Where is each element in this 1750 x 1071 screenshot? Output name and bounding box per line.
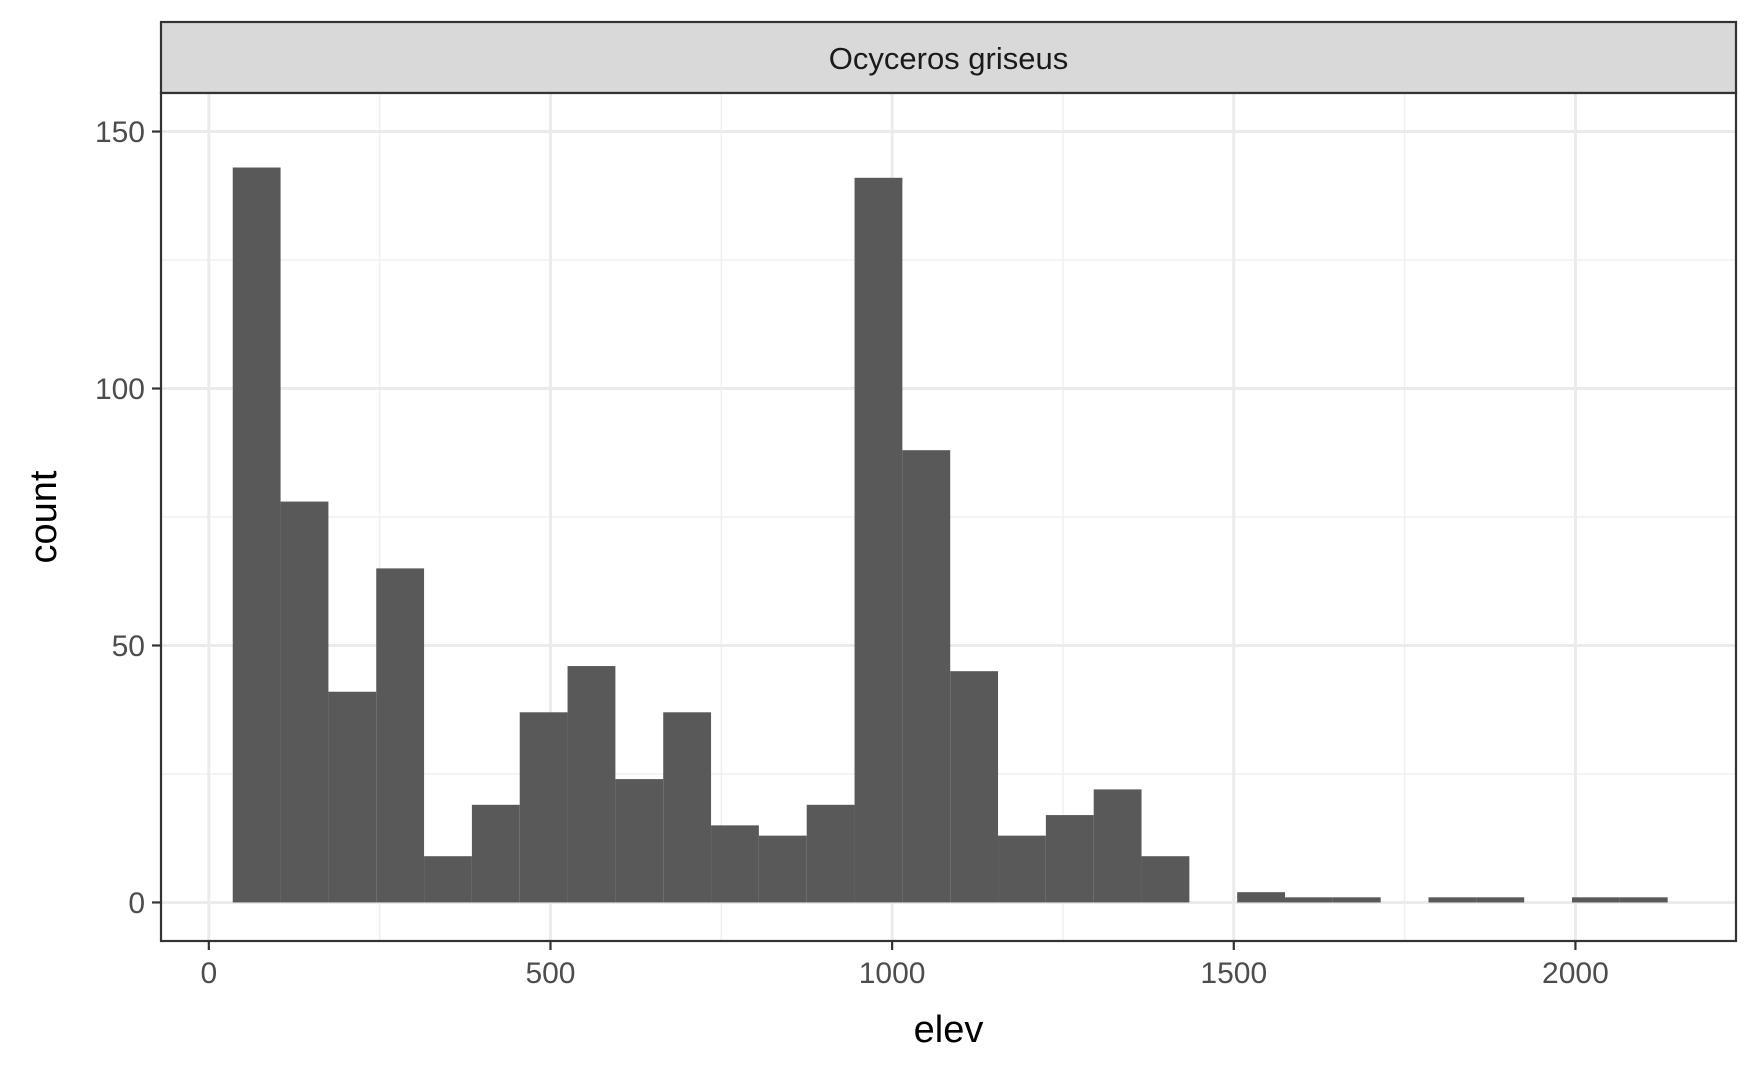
histogram-bar [902, 450, 951, 903]
histogram-bar [1285, 897, 1333, 903]
histogram-bar [711, 825, 759, 903]
histogram-bar [998, 835, 1046, 903]
histogram-bar [806, 804, 855, 903]
facet-strip: Ocyceros griseus [159, 20, 1738, 95]
x-tick-label: 2000 [1542, 957, 1609, 990]
y-tick-label: 0 [128, 887, 145, 920]
histogram-bar [1572, 897, 1620, 903]
histogram-bar [950, 671, 999, 903]
x-tick-label: 1500 [1200, 957, 1267, 990]
histogram-bar [424, 856, 472, 903]
histogram-bar [615, 779, 664, 903]
histogram-bar [376, 568, 425, 903]
y-tick-label: 50 [112, 630, 145, 663]
histogram-bar [1428, 897, 1477, 903]
histogram-bar [1619, 897, 1668, 903]
histogram-bar [758, 835, 807, 903]
y-tick-label: 100 [95, 373, 145, 406]
histogram-bar [1476, 897, 1525, 903]
x-tick-label: 1000 [859, 957, 926, 990]
histogram-bar [471, 804, 520, 903]
y-tick-label: 150 [95, 116, 145, 149]
histogram-bar [280, 501, 329, 903]
x-axis-title: elev [914, 1009, 984, 1051]
histogram-bar [663, 712, 712, 903]
histogram-bars [232, 167, 1668, 903]
histogram-bar [1332, 897, 1381, 903]
y-axis-title: count [23, 470, 65, 563]
histogram-bar [1093, 789, 1142, 903]
histogram-bar [1237, 892, 1286, 903]
histogram-bar [232, 167, 281, 903]
plot-panel-border [159, 91, 1738, 943]
histogram-bar [328, 691, 377, 903]
histogram-bar [519, 712, 568, 903]
x-tick-label: 500 [525, 957, 575, 990]
axes: 0 500 1000 1500 2000 0 50 100 150 [95, 116, 1609, 990]
facet-strip-background [159, 20, 1738, 95]
histogram-bar [1141, 856, 1190, 903]
facet-label: Ocyceros griseus [829, 41, 1068, 76]
histogram-bar [567, 666, 616, 903]
x-tick-label: 0 [200, 957, 217, 990]
histogram-bar [1045, 815, 1094, 903]
histogram-bar [854, 177, 903, 903]
